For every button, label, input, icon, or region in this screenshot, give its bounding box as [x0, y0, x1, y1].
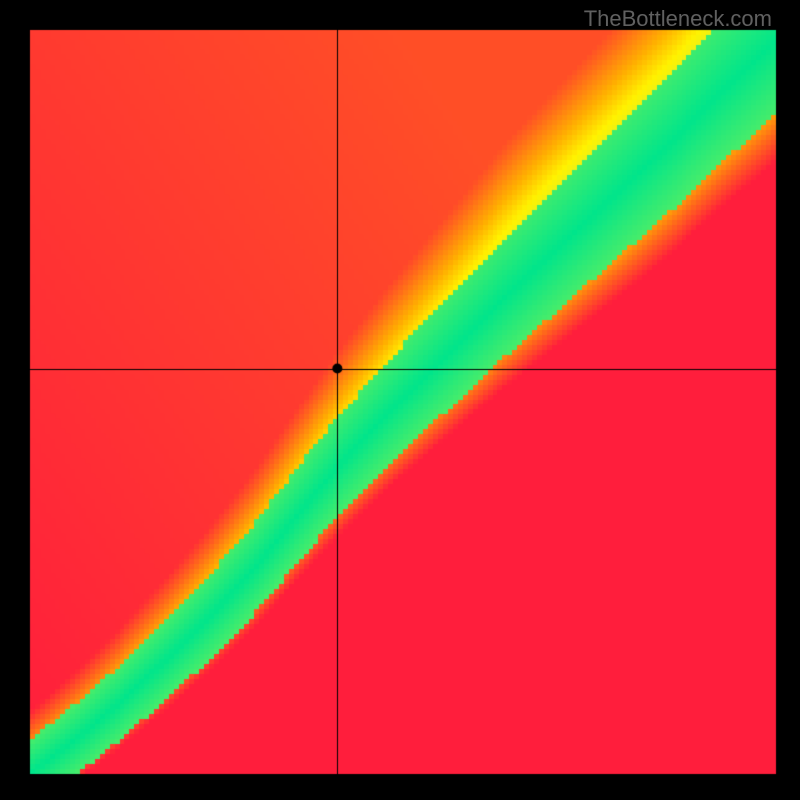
- bottleneck-heatmap: [0, 0, 800, 800]
- watermark-text: TheBottleneck.com: [584, 6, 772, 32]
- chart-container: TheBottleneck.com: [0, 0, 800, 800]
